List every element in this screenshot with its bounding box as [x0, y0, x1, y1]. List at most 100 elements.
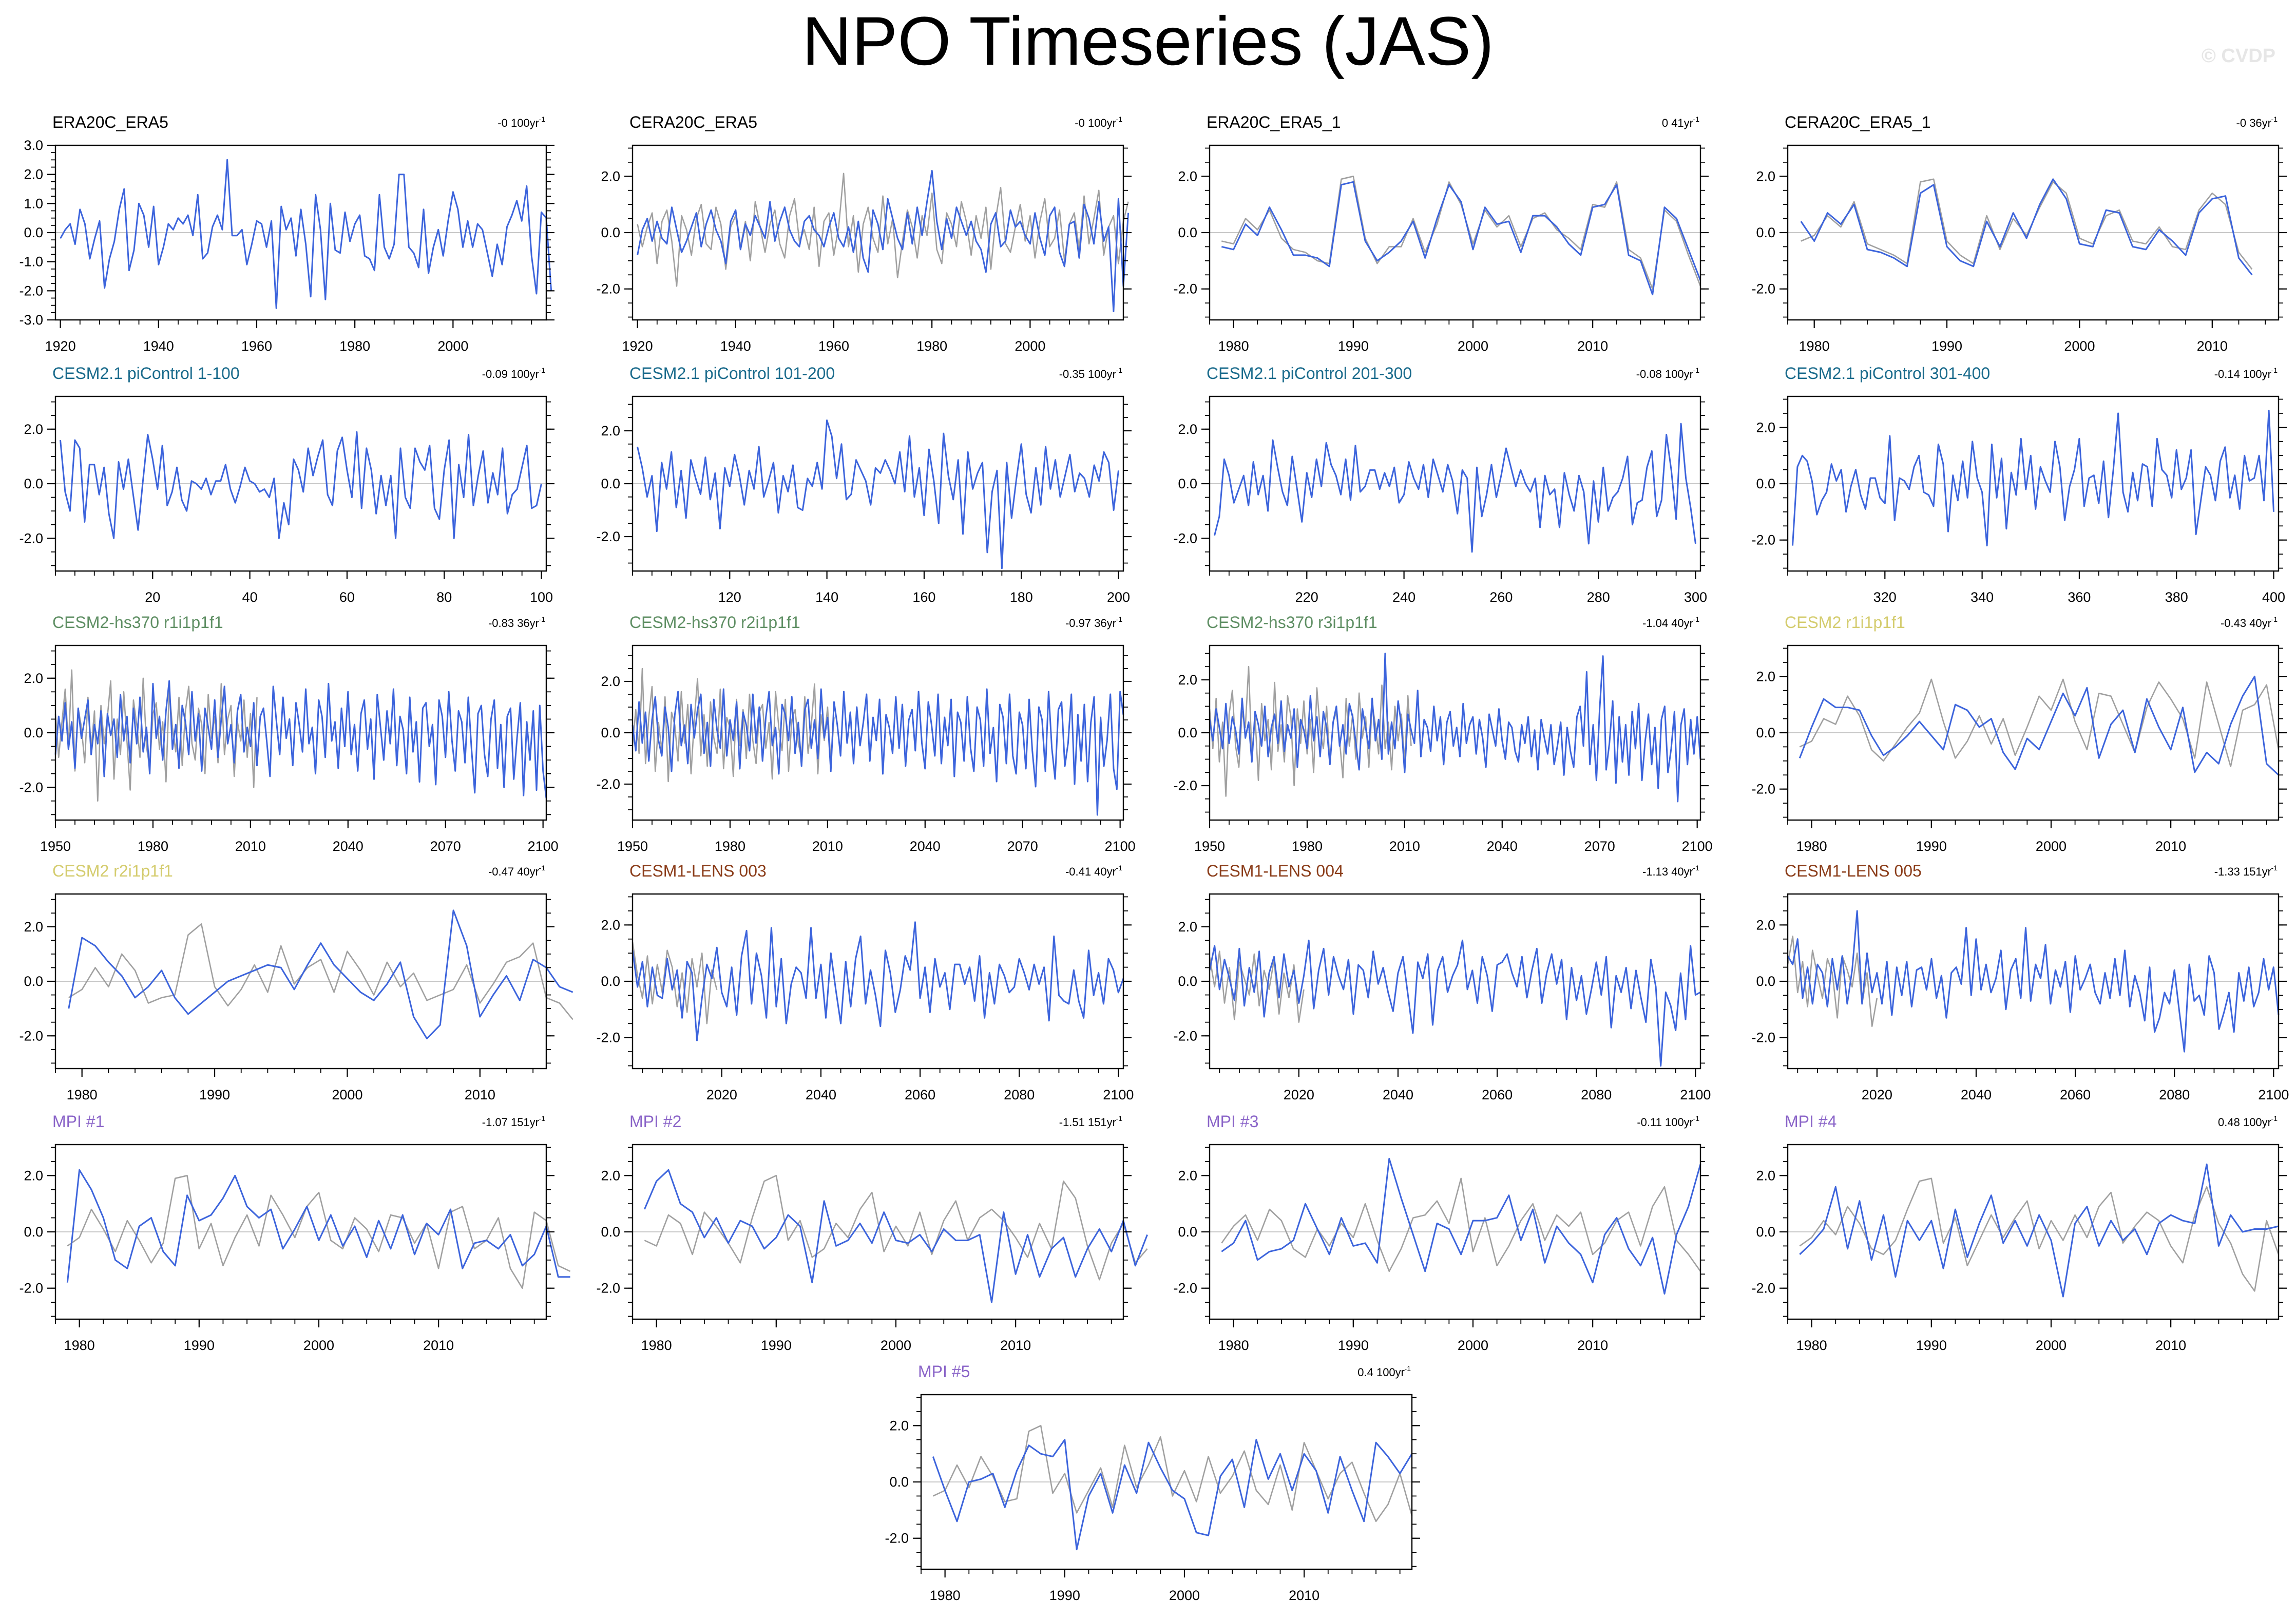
x-tick-label: 1980	[1218, 1338, 1249, 1353]
x-tick-label: 1920	[45, 338, 76, 354]
x-tick-label: 2070	[1007, 839, 1038, 854]
x-tick-label: 2010	[1389, 839, 1420, 854]
series-line-model	[1799, 1163, 2279, 1298]
panel-title: CESM2-hs370 r1i1p1f1	[52, 613, 223, 632]
x-tick-label: 1990	[199, 1087, 230, 1102]
trend-label: -0 100yr	[498, 117, 539, 129]
y-tick-label: 2.0	[24, 671, 43, 686]
panel-title: MPI #5	[918, 1362, 970, 1381]
chart-panel: 2.0 0.0 -2.0 1980 1990 2000 2010 MPI #4 0.48 100…	[1751, 1112, 2287, 1353]
y-tick-label: 3.0	[24, 138, 43, 153]
x-tick-label: 140	[815, 589, 838, 605]
x-tick-label: 2080	[1004, 1087, 1035, 1102]
x-tick-label: 1980	[715, 839, 745, 854]
series-line-model	[1787, 910, 2280, 1053]
x-tick-label: 2000	[303, 1338, 334, 1353]
panel-title: CERA20C_ERA5	[629, 113, 757, 131]
series-line-model	[1221, 181, 1701, 296]
y-tick-label: 2.0	[24, 919, 43, 935]
series-line-reference	[932, 1425, 1413, 1523]
chart-panel: 2.0 0.0 -2.0 1980 1990 2000 2010 MPI #1 -1.07 15…	[19, 1112, 571, 1353]
x-tick-label: 280	[1587, 589, 1610, 605]
x-tick-label: 1980	[138, 839, 168, 854]
chart-panel: 2.0 0.0 -2.0 1950 1980 2010 2040 2070 2100 CESM2-…	[1173, 613, 1712, 854]
x-tick-label: 2080	[1581, 1087, 1612, 1102]
series-line-model	[1800, 178, 2253, 276]
x-tick-label: 1990	[1916, 1338, 1947, 1353]
x-tick-label: 1920	[622, 338, 653, 354]
x-tick-label: 2040	[1383, 1087, 1413, 1102]
x-tick-label: 1950	[617, 839, 648, 854]
y-tick-label: -2.0	[596, 281, 620, 297]
panel-title: CESM1-LENS 004	[1207, 862, 1344, 880]
x-tick-label: 80	[436, 589, 452, 605]
y-tick-label: -2.0	[1751, 532, 1775, 548]
y-tick-label: 2.0	[1756, 669, 1775, 684]
y-tick-label: 0.0	[24, 1224, 43, 1240]
trend-label: -0.97 36yr	[1065, 617, 1116, 630]
x-tick-label: 1950	[40, 839, 71, 854]
series-line-model	[932, 1439, 1413, 1551]
chart-panel: 2.0 0.0 -2.0 120 140 160 180 200 CESM2.1 piContr…	[596, 364, 1132, 605]
y-tick-label: 0.0	[889, 1474, 909, 1490]
x-tick-label: 2070	[430, 839, 461, 854]
trend-label: -0.43 40yr	[2221, 617, 2271, 630]
x-tick-label: 360	[2068, 589, 2091, 605]
trend-exponent: -1	[1116, 1114, 1123, 1123]
y-tick-label: 0.0	[601, 725, 620, 740]
trend-label: -1.04 40yr	[1642, 617, 1693, 630]
x-tick-label: 2100	[528, 839, 559, 854]
trend-label: -0.08 100yr	[1636, 368, 1693, 381]
x-tick-label: 2040	[1487, 839, 1518, 854]
trend-label: -0.11 100yr	[1637, 1116, 1693, 1129]
y-tick-label: 2.0	[601, 423, 620, 439]
y-tick-label: 2.0	[1178, 168, 1197, 184]
x-tick-label: 2080	[2159, 1087, 2190, 1102]
panel-title: CESM1-LENS 003	[629, 862, 767, 880]
x-tick-label: 2070	[1584, 839, 1615, 854]
y-tick-label: -2.0	[1751, 1281, 1775, 1296]
x-tick-label: 1990	[1916, 839, 1947, 854]
y-tick-label: -2.0	[19, 1028, 43, 1043]
trend-exponent: -1	[539, 1114, 546, 1123]
y-tick-label: -2.0	[1751, 281, 1775, 297]
x-tick-label: 2000	[1458, 338, 1488, 354]
y-tick-label: 0.0	[1756, 225, 1775, 240]
series-line-model	[632, 688, 1124, 816]
x-tick-label: 100	[530, 589, 553, 605]
y-tick-label: 0.0	[601, 1224, 620, 1240]
y-tick-label: 1.0	[24, 196, 43, 211]
x-tick-label: 2010	[1577, 338, 1608, 354]
x-tick-label: 220	[1295, 589, 1318, 605]
series-line-reference	[1799, 678, 2280, 768]
y-tick-label: -2.0	[1173, 778, 1197, 793]
trend-label: -1.33 151yr	[2214, 865, 2271, 878]
y-tick-label: 0.0	[24, 974, 43, 989]
y-tick-label: 2.0	[601, 1168, 620, 1183]
x-tick-label: 1980	[1292, 839, 1323, 854]
y-tick-label: -2.0	[1173, 281, 1197, 297]
x-tick-label: 1980	[64, 1338, 95, 1353]
y-tick-label: 0.0	[1178, 225, 1197, 240]
series-line-reference	[68, 923, 573, 1020]
y-tick-label: -2.0	[885, 1531, 909, 1546]
x-tick-label: 1990	[1931, 338, 1962, 354]
x-tick-label: 1990	[761, 1338, 792, 1353]
chart-panel: 2.0 0.0 -2.0 1980 1990 2000 2010 CERA20C_ERA5_1…	[1751, 113, 2287, 354]
series-line-reference	[1209, 950, 1305, 1023]
x-tick-label: 20	[145, 589, 160, 605]
series-line-model	[637, 169, 1130, 312]
x-tick-label: 320	[1873, 589, 1897, 605]
y-tick-label: -2.0	[19, 530, 43, 546]
chart-panel: 2.0 0.0 -2.0 1980 1990 2000 2010 ERA20C_ERA5_1 0…	[1173, 113, 1709, 354]
y-tick-label: -2.0	[19, 779, 43, 795]
y-tick-label: 0.0	[601, 476, 620, 491]
series-line-model	[68, 909, 573, 1040]
y-tick-label: 0.0	[1178, 476, 1197, 491]
chart-panel: 2.0 0.0 -2.0 20 40 60 80 100 CESM2.1 piControl 1…	[19, 364, 554, 605]
x-tick-label: 120	[718, 589, 741, 605]
series-line-reference	[1799, 1177, 2280, 1292]
x-tick-label: 2010	[2155, 839, 2186, 854]
y-tick-label: 0.0	[601, 225, 620, 240]
